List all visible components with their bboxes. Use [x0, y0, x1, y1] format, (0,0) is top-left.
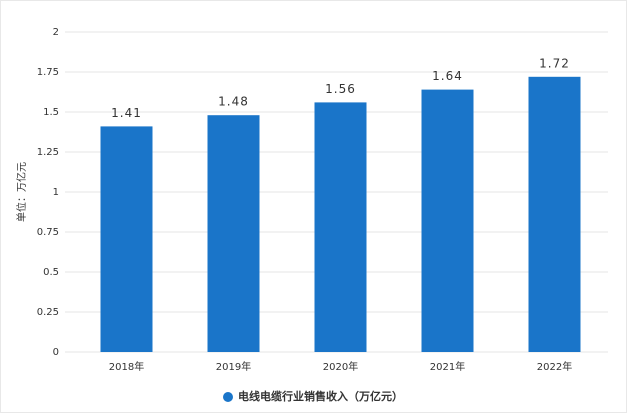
x-tick-label: 2018年: [109, 360, 144, 373]
x-tick-label: 2020年: [323, 360, 358, 373]
data-label: 1.64: [432, 69, 463, 83]
y-tick-label: 0: [53, 347, 59, 358]
bar: [100, 126, 153, 353]
y-tick-label: 1: [53, 187, 59, 198]
bar: [528, 76, 581, 353]
x-tick-label: 2021年: [430, 360, 465, 373]
y-tick-label: 1.75: [37, 67, 59, 78]
y-tick-label: 0.75: [37, 227, 59, 238]
y-tick-label: 0.25: [37, 307, 59, 318]
data-label: 1.72: [539, 56, 570, 70]
legend-label: 电线电缆行业销售收入（万亿元）: [238, 389, 403, 403]
x-tick-label: 2022年: [537, 360, 572, 373]
y-tick-label: 1.25: [37, 147, 59, 158]
y-axis-label: 单位：万亿元: [15, 162, 28, 222]
legend-marker: [223, 392, 233, 402]
y-tick-label: 2: [53, 27, 59, 38]
bar: [207, 115, 260, 352]
x-tick-label: 2019年: [216, 360, 251, 373]
data-label: 1.48: [218, 95, 249, 109]
bar: [314, 102, 367, 353]
y-tick-label: 1.5: [43, 107, 59, 118]
y-tick-label: 0.5: [43, 267, 59, 278]
data-label: 1.41: [111, 106, 142, 120]
data-label: 1.56: [325, 82, 356, 96]
bar: [421, 89, 474, 352]
